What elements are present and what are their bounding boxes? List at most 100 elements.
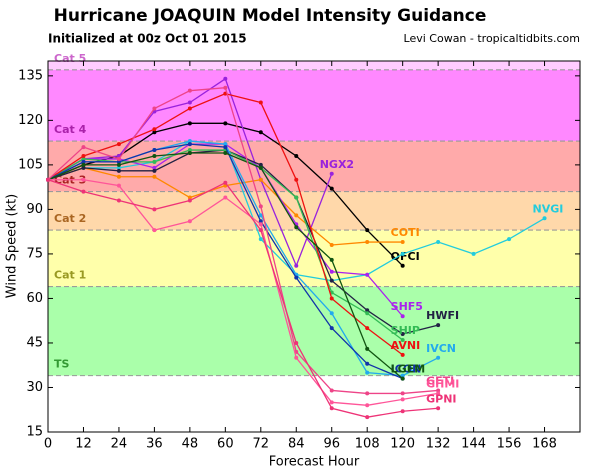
model-point <box>400 352 405 357</box>
model-point <box>400 397 405 402</box>
model-point <box>152 174 157 179</box>
model-point <box>81 159 86 164</box>
model-point <box>542 216 547 221</box>
model-point <box>223 142 228 147</box>
model-point <box>187 100 192 105</box>
model-point <box>365 240 370 245</box>
model-point <box>116 165 121 170</box>
model-point <box>46 177 50 182</box>
model-point <box>81 153 86 158</box>
intensity-band <box>48 69 580 142</box>
x-tick-label: 12 <box>75 437 92 452</box>
model-point <box>365 272 370 277</box>
model-point <box>187 106 192 111</box>
x-tick-label: 108 <box>355 437 380 452</box>
band-label: Cat 5 <box>54 52 86 65</box>
model-point <box>436 323 441 328</box>
model-point <box>294 153 299 158</box>
model-point <box>152 127 157 132</box>
model-point <box>258 130 263 135</box>
model-point <box>329 296 334 301</box>
model-point <box>436 388 441 393</box>
model-point <box>294 263 299 268</box>
y-axis-label: Wind Speed (kt) <box>5 194 20 298</box>
model-line <box>47 149 439 335</box>
model-point <box>436 391 441 396</box>
model-point <box>258 177 263 182</box>
model-point <box>223 180 228 185</box>
model-point <box>294 177 299 182</box>
series-label: NGX2 <box>320 158 354 171</box>
y-tick-label: 15 <box>26 425 43 440</box>
x-axis-label: Forecast Hour <box>269 455 360 470</box>
model-point <box>152 153 157 158</box>
x-tick-label: 156 <box>497 437 522 452</box>
x-tick-label: 36 <box>146 437 163 452</box>
x-tick-label: 120 <box>390 437 415 452</box>
model-point <box>81 177 86 182</box>
band-label: Cat 4 <box>54 123 87 136</box>
model-point <box>329 171 334 176</box>
model-point <box>436 355 441 360</box>
x-tick-label: 48 <box>182 437 199 452</box>
model-point <box>81 162 86 167</box>
x-tick-label: 84 <box>288 437 305 452</box>
series-label: SHIP <box>391 324 420 337</box>
model-point <box>329 311 334 316</box>
credit: Levi Cowan - tropicaltidbits.com <box>404 32 580 45</box>
x-tick-label: 72 <box>253 437 270 452</box>
series-label: NVGI <box>533 202 564 215</box>
model-point <box>294 275 299 280</box>
model-point <box>294 195 299 200</box>
model-point <box>400 409 405 414</box>
model-point <box>365 346 370 351</box>
model-point <box>294 340 299 345</box>
model-point <box>471 251 476 256</box>
model-point <box>81 189 86 194</box>
model-point <box>329 269 334 274</box>
model-point <box>329 186 334 191</box>
y-tick-label: 105 <box>18 157 43 172</box>
model-point <box>329 388 334 393</box>
model-point <box>152 148 157 153</box>
model-point <box>116 142 121 147</box>
model-point <box>258 213 263 218</box>
model-point <box>81 156 86 161</box>
series-label: HWFI <box>426 309 459 322</box>
model-point <box>187 151 192 156</box>
model-point <box>223 195 228 200</box>
model-point <box>258 222 263 227</box>
model-point <box>436 240 441 245</box>
model-point <box>116 162 121 167</box>
model-point <box>329 406 334 411</box>
model-point <box>258 204 263 209</box>
y-tick-label: 90 <box>26 202 43 217</box>
model-point <box>400 332 405 337</box>
model-point <box>365 326 370 331</box>
model-point <box>400 391 405 396</box>
model-point <box>400 263 405 268</box>
intensity-band <box>48 191 580 231</box>
y-tick-label: 45 <box>26 335 43 350</box>
model-point <box>365 228 370 233</box>
model-line <box>48 179 439 406</box>
model-point <box>152 130 157 135</box>
model-point <box>400 373 405 378</box>
model-point <box>152 165 157 170</box>
chart-title: Hurricane JOAQUIN Model Intensity Guidan… <box>54 6 487 26</box>
y-tick-label: 135 <box>18 68 43 83</box>
model-point <box>365 308 370 313</box>
model-line <box>47 87 439 395</box>
model-point <box>116 156 121 161</box>
series-label: SHF5 <box>391 300 423 313</box>
y-tick-label: 75 <box>26 246 43 261</box>
model-point <box>258 100 263 105</box>
model-point <box>187 139 192 144</box>
model-point <box>329 278 334 283</box>
model-point <box>400 251 405 256</box>
model-point <box>329 243 334 248</box>
band-label: Cat 1 <box>54 269 86 282</box>
series-label: OFCI <box>391 250 420 263</box>
model-point <box>436 406 441 411</box>
model-point <box>258 237 263 242</box>
